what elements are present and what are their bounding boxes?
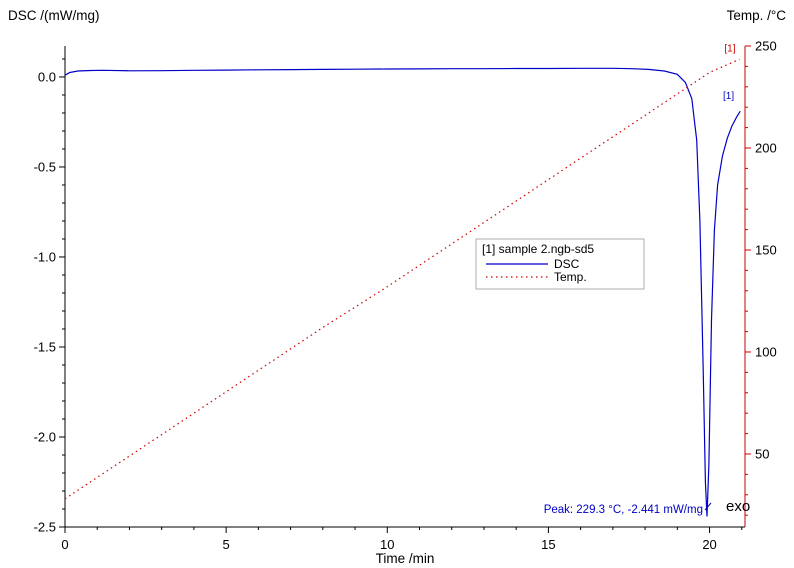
left-tick-label: -1.5 — [34, 339, 56, 354]
legend-header: [1] sample 2.ngb-sd5 — [482, 242, 594, 256]
right-tick-label: 100 — [755, 344, 777, 359]
x-tick-label: 10 — [380, 537, 394, 552]
left-tick-label: 0.0 — [38, 69, 56, 84]
legend-item-label: Temp. — [554, 270, 587, 284]
right-tick-label: 50 — [755, 446, 769, 461]
annotations-layer: Peak: 229.3 °C, -2.441 mW/mg [1] [1] exo — [544, 43, 750, 517]
x-tick-label: 0 — [61, 537, 68, 552]
left-tick-label: -0.5 — [34, 159, 56, 174]
series-layer — [64, 58, 741, 517]
left-tick-label: -2.0 — [34, 429, 56, 444]
x-tick-label: 15 — [541, 537, 555, 552]
peak-annotation: Peak: 229.3 °C, -2.441 mW/mg — [544, 504, 703, 516]
exo-direction-label: exo — [726, 498, 750, 515]
right-tick-label: 150 — [755, 242, 777, 257]
left-tick-label: -2.5 — [34, 520, 56, 535]
dsc-curve — [64, 67, 741, 517]
right-axis-title: Temp. /°C — [727, 8, 787, 23]
x-tick-label: 20 — [702, 537, 716, 552]
axes-layer: 0 5 10 15 20 0.0 -0.5 -1.0 -1.5 -2.0 -2.5 250 200 150… — [34, 39, 777, 553]
right-tick-label: 250 — [755, 39, 777, 54]
left-tick-label: -1.0 — [34, 249, 56, 264]
peak-leader-line — [704, 502, 712, 511]
left-axis-title: DSC /(mW/mg) — [8, 8, 100, 23]
legend-item-label: DSC — [554, 257, 580, 271]
x-axis-title: Time /min — [376, 551, 435, 566]
x-tick-label: 5 — [223, 537, 230, 552]
right-tick-label: 200 — [755, 140, 777, 155]
dsc-curve-marker: [1] — [723, 91, 734, 102]
temp-curve-marker: [1] — [724, 43, 735, 54]
